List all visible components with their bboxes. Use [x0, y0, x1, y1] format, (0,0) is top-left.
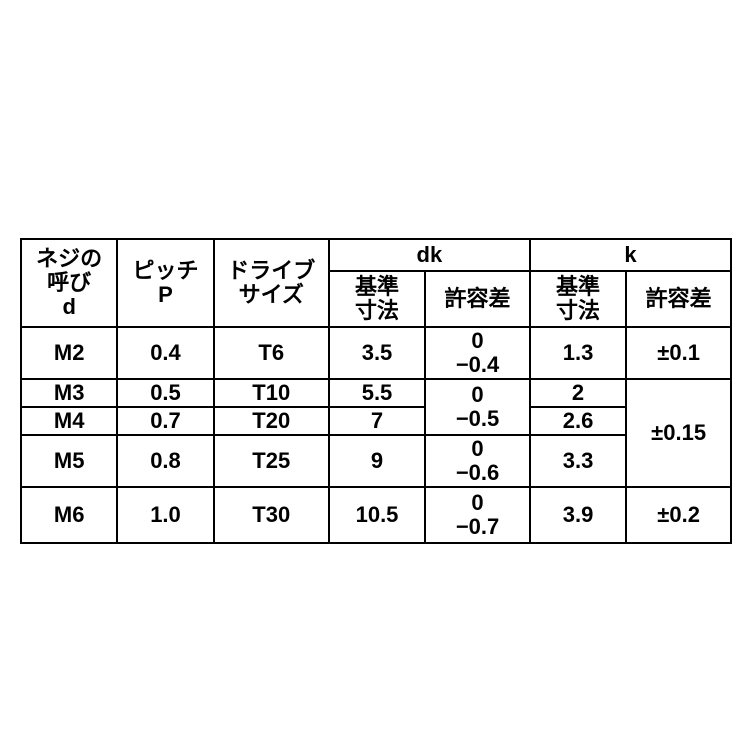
- table-row-m4: M4 0.7 T20 7 2.6: [21, 407, 731, 435]
- dk-tol-bot: −0.6: [456, 461, 499, 485]
- col-header-pitch-l2: P: [158, 283, 173, 307]
- col-header-k-std: 基準 寸法: [530, 271, 626, 327]
- cell-pitch: 0.4: [117, 327, 213, 379]
- col-header-d-l2: 呼び: [47, 271, 91, 295]
- cell-k-std: 3.9: [530, 487, 626, 543]
- screw-spec-table: ネジの 呼び d ピッチ P ドライブ サイズ dk k 基準 寸法: [20, 238, 732, 544]
- cell-dk-tol-m3m4: 0 −0.5: [425, 379, 530, 435]
- col-header-k-tol: 許容差: [626, 271, 731, 327]
- dk-tol-bot: −0.7: [456, 515, 499, 539]
- cell-d: M6: [21, 487, 117, 543]
- cell-dk-std: 9: [329, 435, 425, 487]
- cell-k-std: 1.3: [530, 327, 626, 379]
- col-header-drive-l1: ドライブ: [227, 259, 315, 283]
- header-row-1: ネジの 呼び d ピッチ P ドライブ サイズ dk k: [21, 239, 731, 271]
- table-row-m5: M5 0.8 T25 9 0 −0.6 3.3: [21, 435, 731, 487]
- col-header-k-std-l2: 寸法: [556, 299, 600, 323]
- cell-d: M4: [21, 407, 117, 435]
- cell-dk-tol: 0 −0.4: [425, 327, 530, 379]
- cell-pitch: 0.5: [117, 379, 213, 407]
- cell-drive: T10: [214, 379, 329, 407]
- col-header-pitch-l1: ピッチ: [132, 259, 198, 283]
- cell-d: M2: [21, 327, 117, 379]
- table-row-m6: M6 1.0 T30 10.5 0 −0.7 3.9 ±0.2: [21, 487, 731, 543]
- cell-k-std: 2: [530, 379, 626, 407]
- cell-drive: T25: [214, 435, 329, 487]
- cell-k-tol-m3m4m5: ±0.15: [626, 379, 731, 487]
- col-header-dk-std-l1: 基準: [355, 275, 399, 299]
- cell-dk-std: 5.5: [329, 379, 425, 407]
- cell-dk-std: 3.5: [329, 327, 425, 379]
- cell-pitch: 0.8: [117, 435, 213, 487]
- dk-tol-bot: −0.4: [456, 353, 499, 377]
- col-header-d-l3: d: [62, 295, 75, 319]
- col-header-dk-tol: 許容差: [425, 271, 530, 327]
- col-header-dk: dk: [329, 239, 530, 271]
- dk-tol-top: 0: [471, 437, 483, 461]
- col-header-dk-std: 基準 寸法: [329, 271, 425, 327]
- cell-drive: T20: [214, 407, 329, 435]
- dk-tol-bot: −0.5: [456, 407, 499, 431]
- col-header-dk-std-l2: 寸法: [355, 299, 399, 323]
- table-row-m2: M2 0.4 T6 3.5 0 −0.4 1.3 ±0.1: [21, 327, 731, 379]
- dk-tol-top: 0: [471, 329, 483, 353]
- cell-dk-std: 7: [329, 407, 425, 435]
- table-row-m3: M3 0.5 T10 5.5 0 −0.5 2 ±0.15: [21, 379, 731, 407]
- cell-pitch: 0.7: [117, 407, 213, 435]
- cell-pitch: 1.0: [117, 487, 213, 543]
- cell-drive: T6: [214, 327, 329, 379]
- dk-tol-top: 0: [471, 383, 483, 407]
- cell-k-tol: ±0.2: [626, 487, 731, 543]
- cell-d: M5: [21, 435, 117, 487]
- cell-dk-std: 10.5: [329, 487, 425, 543]
- cell-dk-tol: 0 −0.6: [425, 435, 530, 487]
- col-header-pitch: ピッチ P: [117, 239, 213, 327]
- cell-k-std: 3.3: [530, 435, 626, 487]
- col-header-k-std-l1: 基準: [556, 275, 600, 299]
- screw-spec-table-container: ネジの 呼び d ピッチ P ドライブ サイズ dk k 基準 寸法: [20, 238, 732, 544]
- col-header-d: ネジの 呼び d: [21, 239, 117, 327]
- cell-drive: T30: [214, 487, 329, 543]
- col-header-k: k: [530, 239, 731, 271]
- cell-k-tol: ±0.1: [626, 327, 731, 379]
- col-header-drive-l2: サイズ: [239, 283, 304, 307]
- dk-tol-top: 0: [471, 491, 483, 515]
- col-header-d-l1: ネジの: [36, 247, 102, 271]
- col-header-drive: ドライブ サイズ: [214, 239, 329, 327]
- cell-k-std: 2.6: [530, 407, 626, 435]
- cell-d: M3: [21, 379, 117, 407]
- cell-dk-tol: 0 −0.7: [425, 487, 530, 543]
